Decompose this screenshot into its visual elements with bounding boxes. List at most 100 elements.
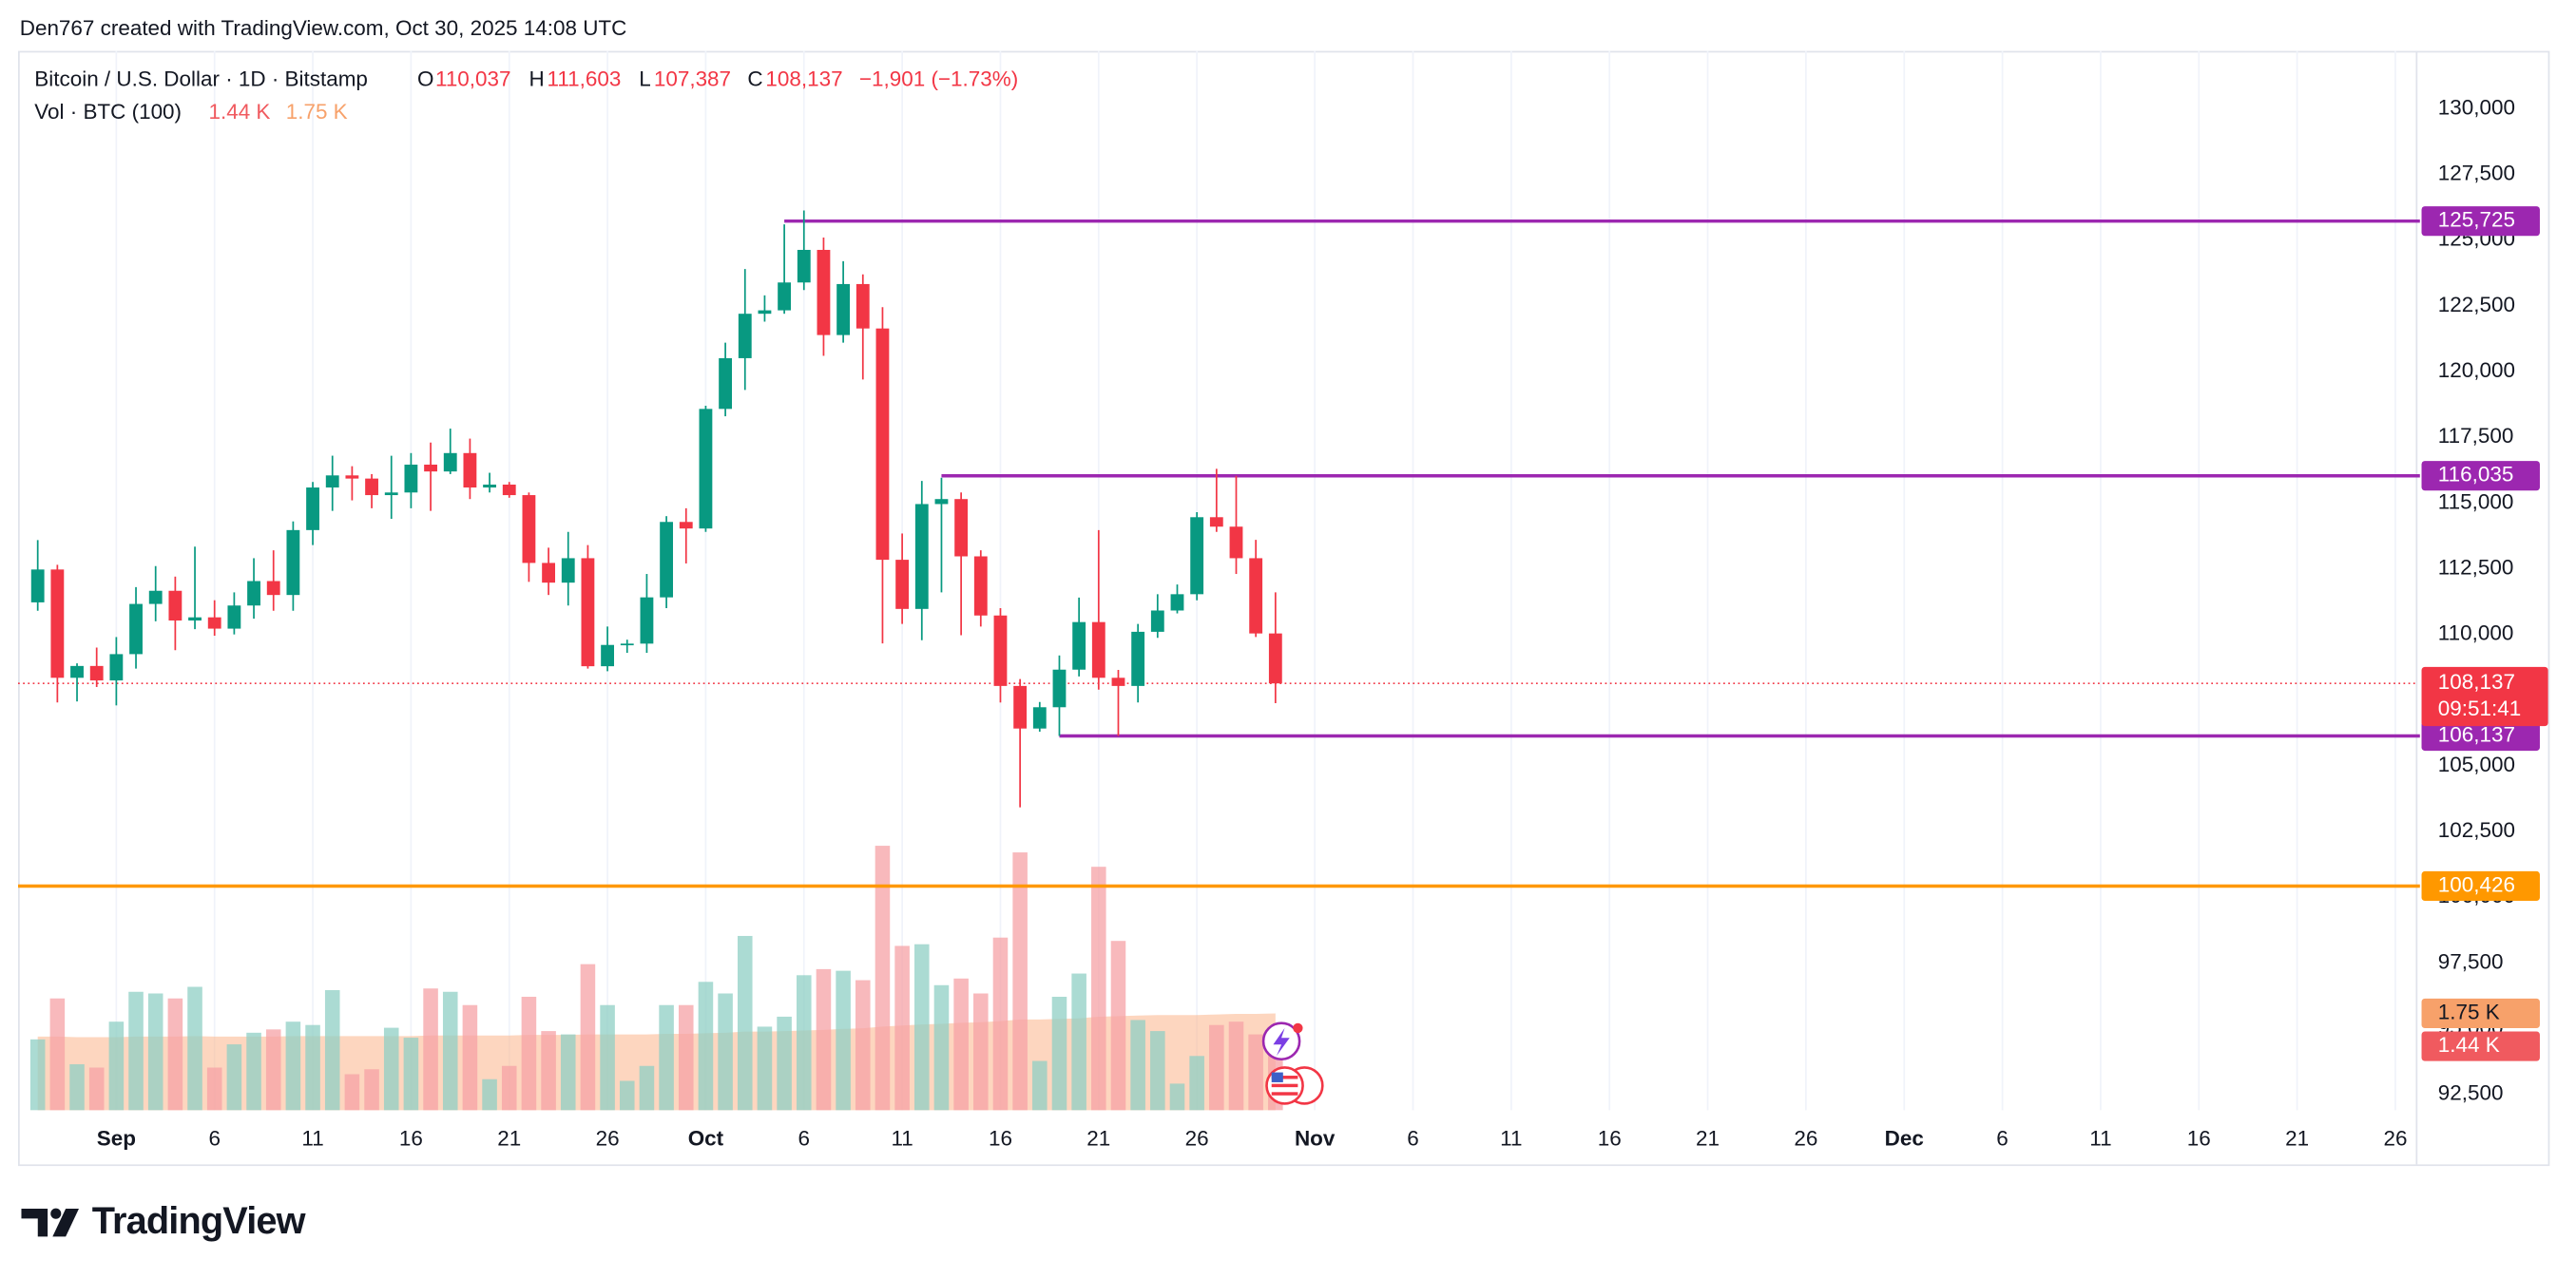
- volume-bar: [1248, 1034, 1263, 1111]
- volume-bar: [462, 1004, 478, 1111]
- candle-body: [699, 409, 713, 529]
- last-price-tag: [2421, 666, 2548, 727]
- event-icons: [1261, 1021, 1324, 1105]
- x-tick-label: 11: [1500, 1126, 1522, 1150]
- candle-body: [50, 569, 65, 678]
- x-tick-label: 6: [1407, 1126, 1419, 1150]
- candle-body: [1229, 526, 1243, 559]
- icon: [1271, 1092, 1298, 1096]
- candle-body: [207, 617, 221, 629]
- candle-body: [443, 452, 457, 472]
- x-tick-label: 16: [399, 1126, 423, 1150]
- candle-body: [148, 590, 163, 604]
- x-tick-label: Nov: [1295, 1126, 1336, 1150]
- candle-body: [542, 563, 555, 583]
- volume-tag: [2421, 1031, 2540, 1061]
- y-tick-label: 120,000: [2438, 358, 2515, 382]
- ohlc-value: 107,387: [654, 67, 731, 91]
- volume-bar: [364, 1069, 379, 1111]
- candle-body: [404, 464, 418, 493]
- icon: [1271, 1076, 1298, 1079]
- volume-bar: [88, 1067, 105, 1111]
- volume-bar: [796, 975, 812, 1111]
- levels: [18, 219, 2420, 888]
- ohlc-key: L: [639, 67, 651, 91]
- volume-bar: [226, 1044, 242, 1111]
- candle-body: [325, 475, 339, 488]
- candle-body: [1249, 558, 1263, 634]
- credit: Den767 created with TradingView.com, Oct…: [20, 16, 627, 40]
- x-tick-label: Oct: [688, 1126, 724, 1150]
- volume-bar: [305, 1024, 320, 1111]
- candle-body: [934, 499, 949, 505]
- candles: [30, 210, 1282, 808]
- candle-body: [1190, 517, 1204, 595]
- candle-body: [365, 478, 378, 496]
- x-tick-label: 26: [1185, 1126, 1209, 1150]
- volume-bar: [147, 993, 163, 1111]
- level-tag-label: 125,725: [2438, 208, 2515, 232]
- volume-bar: [324, 990, 340, 1111]
- y-tick-label: 117,500: [2438, 424, 2513, 448]
- candle-body: [778, 282, 792, 311]
- volume-bar: [403, 1038, 419, 1111]
- x-tick-label: 6: [208, 1126, 221, 1150]
- volume-bar: [933, 984, 950, 1111]
- x-tick-label: Dec: [1885, 1126, 1924, 1150]
- volume-bar: [521, 996, 537, 1111]
- volume-bar: [992, 937, 1009, 1111]
- y-tick-label: 97,500: [2438, 949, 2504, 973]
- volume-bar: [1169, 1083, 1185, 1111]
- candle-body: [1150, 610, 1164, 632]
- level-tag-label: 100,426: [2438, 872, 2515, 896]
- time-axis: Sep 6 11 16 21 26 Oct 6 11 16 21 26 Nov 6 11 16 21 26 Dec 6…: [97, 1126, 2408, 1150]
- x-tick-label: 16: [2187, 1126, 2211, 1150]
- candle-body: [758, 310, 772, 315]
- x-tick-label: 16: [1598, 1126, 1622, 1150]
- level-tag: [2421, 720, 2540, 752]
- candle-body: [424, 464, 437, 472]
- volume-bar: [678, 1004, 694, 1111]
- candle-body: [817, 249, 831, 335]
- y-tick-label: 127,500: [2438, 162, 2515, 185]
- x-tick-label: 21: [1086, 1126, 1110, 1150]
- candle-body: [993, 615, 1008, 686]
- y-tick-label: 115,000: [2438, 489, 2513, 513]
- volume-bar: [187, 986, 202, 1111]
- icon: [1271, 1072, 1283, 1082]
- volume-bar: [836, 970, 851, 1111]
- candle-body: [1013, 685, 1028, 729]
- candle-body: [227, 605, 241, 629]
- candle-body: [679, 522, 693, 529]
- volume-bar: [501, 1065, 517, 1111]
- ohlc-key: C: [747, 67, 762, 91]
- candle-body: [581, 558, 595, 667]
- last-price-label: 108,137: [2438, 670, 2515, 694]
- volume-bar: [246, 1032, 261, 1111]
- candle-body: [30, 569, 45, 602]
- axes: 92,50095,00097,500100,000102,500105,0001…: [2438, 95, 2515, 1104]
- logo: [52, 1209, 79, 1237]
- volume-bar: [600, 1004, 615, 1111]
- x-tick-label: 11: [891, 1126, 913, 1150]
- volume-bar: [128, 991, 144, 1111]
- volume-bar: [737, 935, 753, 1111]
- volume-pane: [29, 846, 1283, 1111]
- candle-body: [345, 475, 359, 479]
- volume-bar: [1091, 867, 1106, 1111]
- volume-bar: [482, 1079, 497, 1111]
- x-tick-label: 16: [989, 1126, 1012, 1150]
- x-tick-label: 26: [2383, 1126, 2407, 1150]
- volume-bar: [718, 993, 733, 1111]
- x-tick-label: 21: [497, 1126, 521, 1150]
- y-tick-label: 112,500: [2438, 555, 2513, 579]
- volume-bar: [108, 1021, 125, 1111]
- volume-bar: [1032, 1060, 1048, 1111]
- candle-body: [1072, 621, 1086, 670]
- x-tick-label: 26: [596, 1126, 620, 1150]
- volume-bar: [1012, 852, 1028, 1111]
- icon: [1293, 1022, 1303, 1034]
- volume-bar: [1189, 1056, 1204, 1111]
- y-tick-label: 130,000: [2438, 95, 2515, 119]
- volume-bar: [49, 998, 66, 1111]
